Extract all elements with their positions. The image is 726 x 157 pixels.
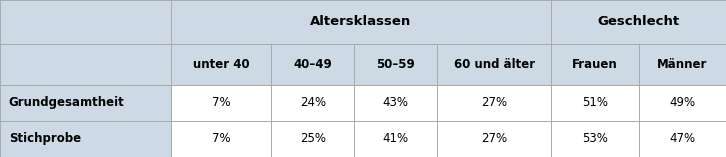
Bar <box>437 44 551 85</box>
Text: 47%: 47% <box>669 133 696 145</box>
Bar <box>639 121 726 157</box>
Bar <box>551 121 639 157</box>
Text: Geschlecht: Geschlecht <box>597 16 680 28</box>
Bar <box>0 0 171 44</box>
Bar <box>271 121 354 157</box>
Text: Grundgesamtheit: Grundgesamtheit <box>9 96 124 109</box>
Text: 43%: 43% <box>383 96 409 109</box>
Bar <box>639 44 726 85</box>
Bar <box>437 121 551 157</box>
Bar <box>0 85 171 121</box>
Bar <box>171 0 551 44</box>
Text: Frauen: Frauen <box>572 58 618 71</box>
Bar <box>437 85 551 121</box>
Bar <box>171 85 271 121</box>
Text: 51%: 51% <box>582 96 608 109</box>
Bar <box>354 44 437 85</box>
Text: 53%: 53% <box>582 133 608 145</box>
Bar <box>354 85 437 121</box>
Text: Altersklassen: Altersklassen <box>310 16 412 28</box>
Text: 60 und älter: 60 und älter <box>454 58 535 71</box>
Bar <box>0 44 171 85</box>
Bar <box>271 44 354 85</box>
Bar <box>551 44 639 85</box>
Bar <box>551 0 726 44</box>
Text: Stichprobe: Stichprobe <box>9 133 81 145</box>
Bar <box>171 121 271 157</box>
Bar <box>551 85 639 121</box>
Text: 7%: 7% <box>211 133 230 145</box>
Text: 40–49: 40–49 <box>293 58 332 71</box>
Text: Männer: Männer <box>657 58 707 71</box>
Text: 50–59: 50–59 <box>376 58 415 71</box>
Text: 41%: 41% <box>383 133 409 145</box>
Bar <box>271 85 354 121</box>
Text: unter 40: unter 40 <box>192 58 249 71</box>
Text: 27%: 27% <box>481 133 507 145</box>
Bar <box>171 44 271 85</box>
Bar <box>639 85 726 121</box>
Text: 27%: 27% <box>481 96 507 109</box>
Bar <box>0 121 171 157</box>
Text: 7%: 7% <box>211 96 230 109</box>
Text: 49%: 49% <box>669 96 696 109</box>
Text: 25%: 25% <box>300 133 326 145</box>
Bar <box>354 121 437 157</box>
Text: 24%: 24% <box>300 96 326 109</box>
